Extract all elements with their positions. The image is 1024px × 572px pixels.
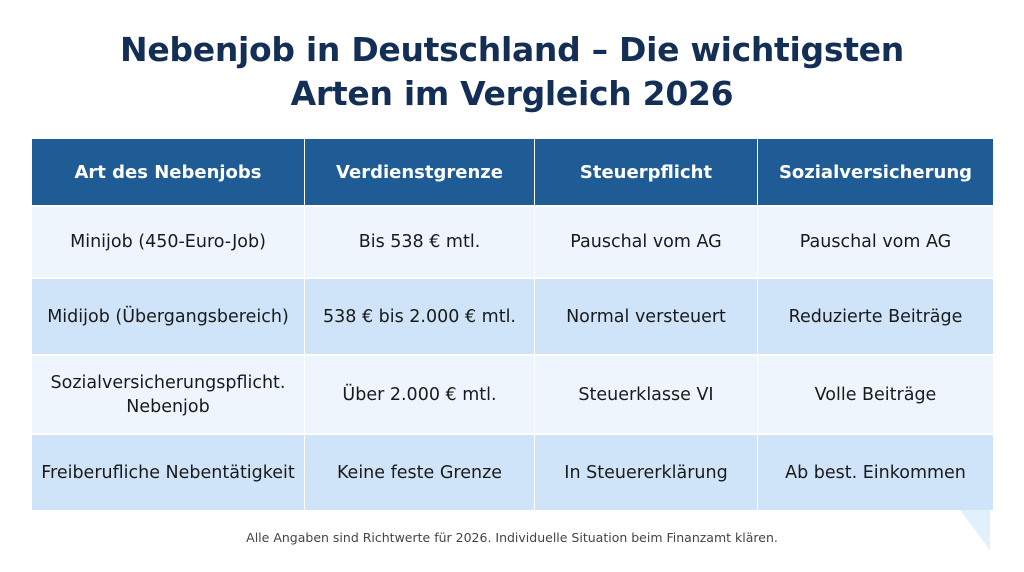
table-cell: Normal versteuert (535, 279, 757, 354)
table-cell: Midijob (Übergangsbereich) (32, 279, 304, 354)
table-cell: 538 € bis 2.000 € mtl. (305, 279, 534, 354)
footer-note: Alle Angaben sind Richtwerte für 2026. I… (246, 530, 778, 545)
table-cell: Steuerklasse VI (535, 356, 757, 433)
column-header: Art des Nebenjobs (32, 139, 304, 205)
title-line-2: Arten im Vergleich 2026 (290, 74, 734, 113)
table-cell: Ab best. Einkommen (758, 435, 993, 510)
table-cell: Bis 538 € mtl. (305, 207, 534, 277)
table-cell: Sozialversicherungspflicht. Nebenjob (32, 356, 304, 433)
page-title: Nebenjob in Deutschland – Die wichtigste… (0, 28, 1024, 116)
table-cell: Reduzierte Beiträge (758, 279, 993, 354)
table-cell: Volle Beiträge (758, 356, 993, 433)
table-cell: In Steuererklärung (535, 435, 757, 510)
comparison-table: Art des Nebenjobs Verdienstgrenze Steuerpf… (32, 139, 993, 510)
table-cell: Über 2.000 € mtl. (305, 356, 534, 433)
table-cell: Keine feste Grenze (305, 435, 534, 510)
decorative-fold (960, 510, 990, 550)
table-cell: Pauschal vom AG (535, 207, 757, 277)
table-cell: Freiberufliche Nebentätigkeit (32, 435, 304, 510)
column-header: Sozialversicherung (758, 139, 993, 205)
column-header: Steuerpflicht (535, 139, 757, 205)
column-header: Verdienstgrenze (305, 139, 534, 205)
title-line-1: Nebenjob in Deutschland – Die wichtigste… (120, 30, 904, 69)
table-cell: Pauschal vom AG (758, 207, 993, 277)
table-cell: Minijob (450-Euro-Job) (32, 207, 304, 277)
